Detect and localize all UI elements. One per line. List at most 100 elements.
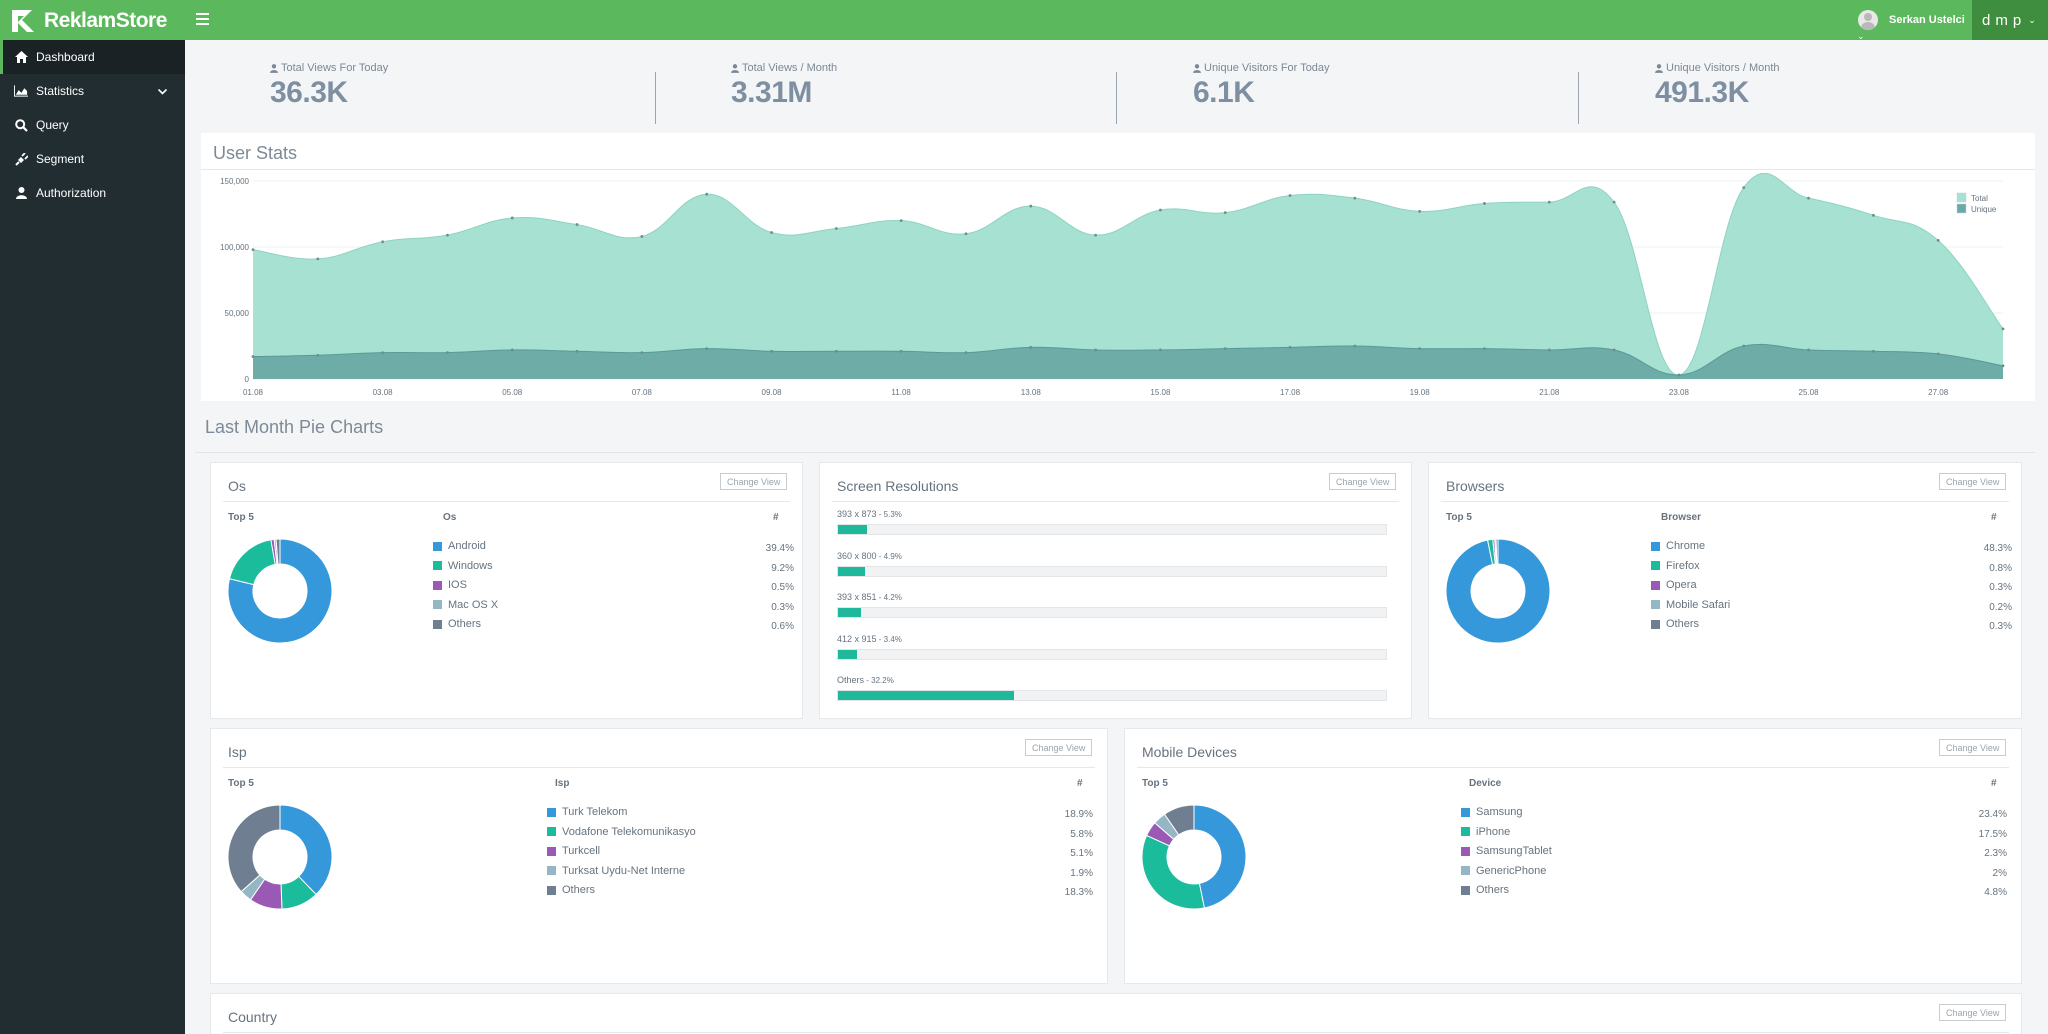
- donut-slice-turk-telekom[interactable]: [279, 805, 332, 896]
- logo[interactable]: ReklamStore: [10, 7, 167, 34]
- resolution-row[interactable]: 360 x 800 - 4.9%: [837, 551, 1387, 577]
- data-point[interactable]: [446, 233, 449, 237]
- data-point[interactable]: [964, 232, 968, 236]
- legend-item[interactable]: Mobile Safari: [1651, 598, 1730, 612]
- data-point[interactable]: [1547, 348, 1551, 352]
- legend-item[interactable]: Turkcell: [547, 844, 600, 858]
- data-point[interactable]: [1807, 348, 1810, 352]
- data-point[interactable]: [510, 348, 514, 352]
- data-point[interactable]: [251, 248, 255, 252]
- data-point[interactable]: [1288, 345, 1292, 349]
- data-point[interactable]: [1094, 348, 1097, 352]
- data-point[interactable]: [575, 349, 579, 353]
- area-series-unique[interactable]: [253, 344, 2003, 379]
- resolution-row[interactable]: 393 x 873 - 5.3%: [837, 509, 1387, 535]
- data-point[interactable]: [446, 351, 449, 354]
- data-point[interactable]: [1871, 213, 1875, 217]
- data-point[interactable]: [1547, 200, 1551, 204]
- brand-switch[interactable]: dmp ⌄: [1972, 0, 2048, 40]
- legend-item[interactable]: IOS: [433, 578, 467, 592]
- data-point[interactable]: [1936, 352, 1940, 356]
- change-view-button[interactable]: Change View: [1939, 1004, 2007, 1021]
- data-point[interactable]: [2001, 327, 2005, 331]
- sidebar-item-query[interactable]: Query: [0, 108, 185, 142]
- data-point[interactable]: [1223, 211, 1227, 215]
- data-point[interactable]: [1353, 344, 1357, 348]
- data-point[interactable]: [899, 219, 903, 222]
- change-view-button[interactable]: Change View: [720, 473, 788, 490]
- data-point[interactable]: [705, 347, 709, 351]
- menu-toggle-icon[interactable]: [196, 13, 209, 25]
- data-point[interactable]: [1029, 204, 1033, 208]
- legend-item[interactable]: Opera: [1651, 578, 1697, 592]
- os-donut-chart[interactable]: [228, 539, 332, 643]
- data-point[interactable]: [316, 257, 320, 261]
- resolution-row[interactable]: Others - 32.2%: [837, 675, 1387, 701]
- legend-item[interactable]: Windows: [433, 559, 493, 573]
- isp-donut-chart[interactable]: [228, 805, 332, 909]
- legend-item[interactable]: Others: [1461, 883, 1509, 897]
- legend-item[interactable]: Samsung: [1461, 805, 1522, 819]
- data-point[interactable]: [770, 231, 773, 234]
- data-point[interactable]: [1159, 208, 1162, 212]
- data-point[interactable]: [510, 216, 514, 220]
- legend-item[interactable]: Turksat Uydu-Net Interne: [547, 864, 685, 878]
- data-point[interactable]: [251, 355, 255, 358]
- data-point[interactable]: [834, 349, 838, 353]
- donut-slice-samsung[interactable]: [1193, 805, 1246, 909]
- data-point[interactable]: [640, 351, 644, 354]
- data-point[interactable]: [381, 240, 385, 244]
- area-series-total[interactable]: [253, 173, 2003, 379]
- data-point[interactable]: [834, 227, 838, 230]
- data-point[interactable]: [316, 353, 320, 357]
- legend-item[interactable]: Chrome: [1651, 539, 1705, 553]
- data-point[interactable]: [1418, 347, 1422, 351]
- legend-item[interactable]: SamsungTablet: [1461, 844, 1552, 858]
- legend-item[interactable]: Others: [433, 617, 481, 631]
- data-point[interactable]: [1159, 348, 1162, 352]
- legend-item[interactable]: iPhone: [1461, 825, 1510, 839]
- data-point[interactable]: [1742, 344, 1746, 348]
- data-point[interactable]: [770, 349, 773, 353]
- legend-item[interactable]: Firefox: [1651, 559, 1700, 573]
- donut-slice-windows[interactable]: [228, 539, 276, 586]
- data-point[interactable]: [1936, 239, 1940, 242]
- mobile-devices-donut-chart[interactable]: [1142, 805, 1246, 909]
- legend-item[interactable]: Turk Telekom: [547, 805, 627, 819]
- sidebar-item-segment[interactable]: Segment: [0, 142, 185, 176]
- data-point[interactable]: [1483, 202, 1486, 205]
- data-point[interactable]: [1029, 345, 1033, 349]
- data-point[interactable]: [899, 349, 903, 353]
- data-point[interactable]: [1612, 200, 1616, 204]
- sidebar-item-authorization[interactable]: Authorization: [0, 176, 185, 210]
- data-point[interactable]: [1418, 209, 1422, 213]
- data-point[interactable]: [1871, 349, 1875, 353]
- data-point[interactable]: [1094, 233, 1097, 237]
- legend-item[interactable]: Others: [1651, 617, 1699, 631]
- browsers-donut-chart[interactable]: [1446, 539, 1550, 643]
- change-view-button[interactable]: Change View: [1025, 739, 1093, 756]
- data-point[interactable]: [1742, 186, 1746, 189]
- data-point[interactable]: [1677, 373, 1681, 377]
- data-point[interactable]: [1288, 194, 1292, 197]
- user-menu[interactable]: Serkan Ustelci: [1858, 9, 1965, 31]
- change-view-button[interactable]: Change View: [1329, 473, 1397, 490]
- user-stats-chart[interactable]: 0 50,000 100,000 150,000 01.08 03.08 05.08 07.0…: [201, 173, 2035, 401]
- legend-item[interactable]: Vodafone Telekomunikasyo: [547, 825, 696, 839]
- data-point[interactable]: [575, 223, 579, 226]
- donut-slice-others[interactable]: [228, 805, 281, 893]
- data-point[interactable]: [1612, 348, 1616, 352]
- donut-slice-others[interactable]: [1163, 805, 1195, 836]
- data-point[interactable]: [1223, 347, 1227, 351]
- change-view-button[interactable]: Change View: [1939, 473, 2007, 490]
- donut-slice-chrome[interactable]: [1446, 539, 1550, 643]
- resolution-row[interactable]: 393 x 851 - 4.2%: [837, 592, 1387, 618]
- data-point[interactable]: [1807, 196, 1810, 200]
- data-point[interactable]: [964, 351, 968, 354]
- legend-item[interactable]: Mac OS X: [433, 598, 498, 612]
- donut-slice-others[interactable]: [275, 539, 281, 565]
- data-point[interactable]: [640, 235, 644, 238]
- legend-item[interactable]: Others: [547, 883, 595, 897]
- data-point[interactable]: [1353, 196, 1357, 200]
- change-view-button[interactable]: Change View: [1939, 739, 2007, 756]
